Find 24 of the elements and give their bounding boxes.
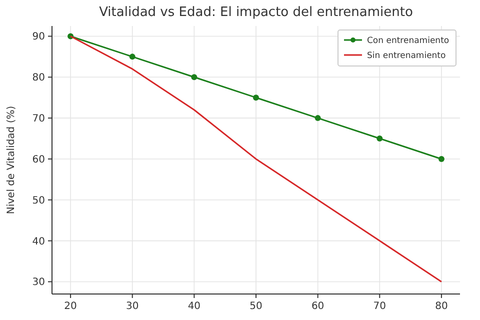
y-tick-label: 50 xyxy=(32,195,45,206)
point xyxy=(314,115,321,122)
y-tick-label: 80 xyxy=(32,72,45,84)
x-tick-label: 60 xyxy=(311,301,324,312)
chart-title: Vitalidad vs Edad: El impacto del entrenamiento xyxy=(99,5,413,20)
x-tick-label: 70 xyxy=(373,301,386,312)
point xyxy=(438,156,444,162)
x-tick-label: 50 xyxy=(250,301,262,312)
y-tick-label: 70 xyxy=(32,114,45,125)
point xyxy=(129,54,136,60)
point xyxy=(376,136,383,142)
legend-label: Sin entrenamiento xyxy=(367,51,446,61)
y-tick-label: 60 xyxy=(32,154,45,166)
y-axis-title: Nivel de Vitalidad (%) xyxy=(6,106,17,214)
x-tick-label: 40 xyxy=(188,301,201,312)
x-tick-label: 80 xyxy=(435,301,448,312)
y-tick-label: 90 xyxy=(32,32,45,43)
point xyxy=(191,74,198,80)
x-tick-label: 20 xyxy=(64,301,77,312)
x-tick-label: 30 xyxy=(126,301,139,312)
y-tick-label: 40 xyxy=(32,236,45,248)
y-tick-label: 30 xyxy=(32,277,45,288)
point xyxy=(253,94,259,101)
legend-label: Con entrenamiento xyxy=(367,36,450,46)
